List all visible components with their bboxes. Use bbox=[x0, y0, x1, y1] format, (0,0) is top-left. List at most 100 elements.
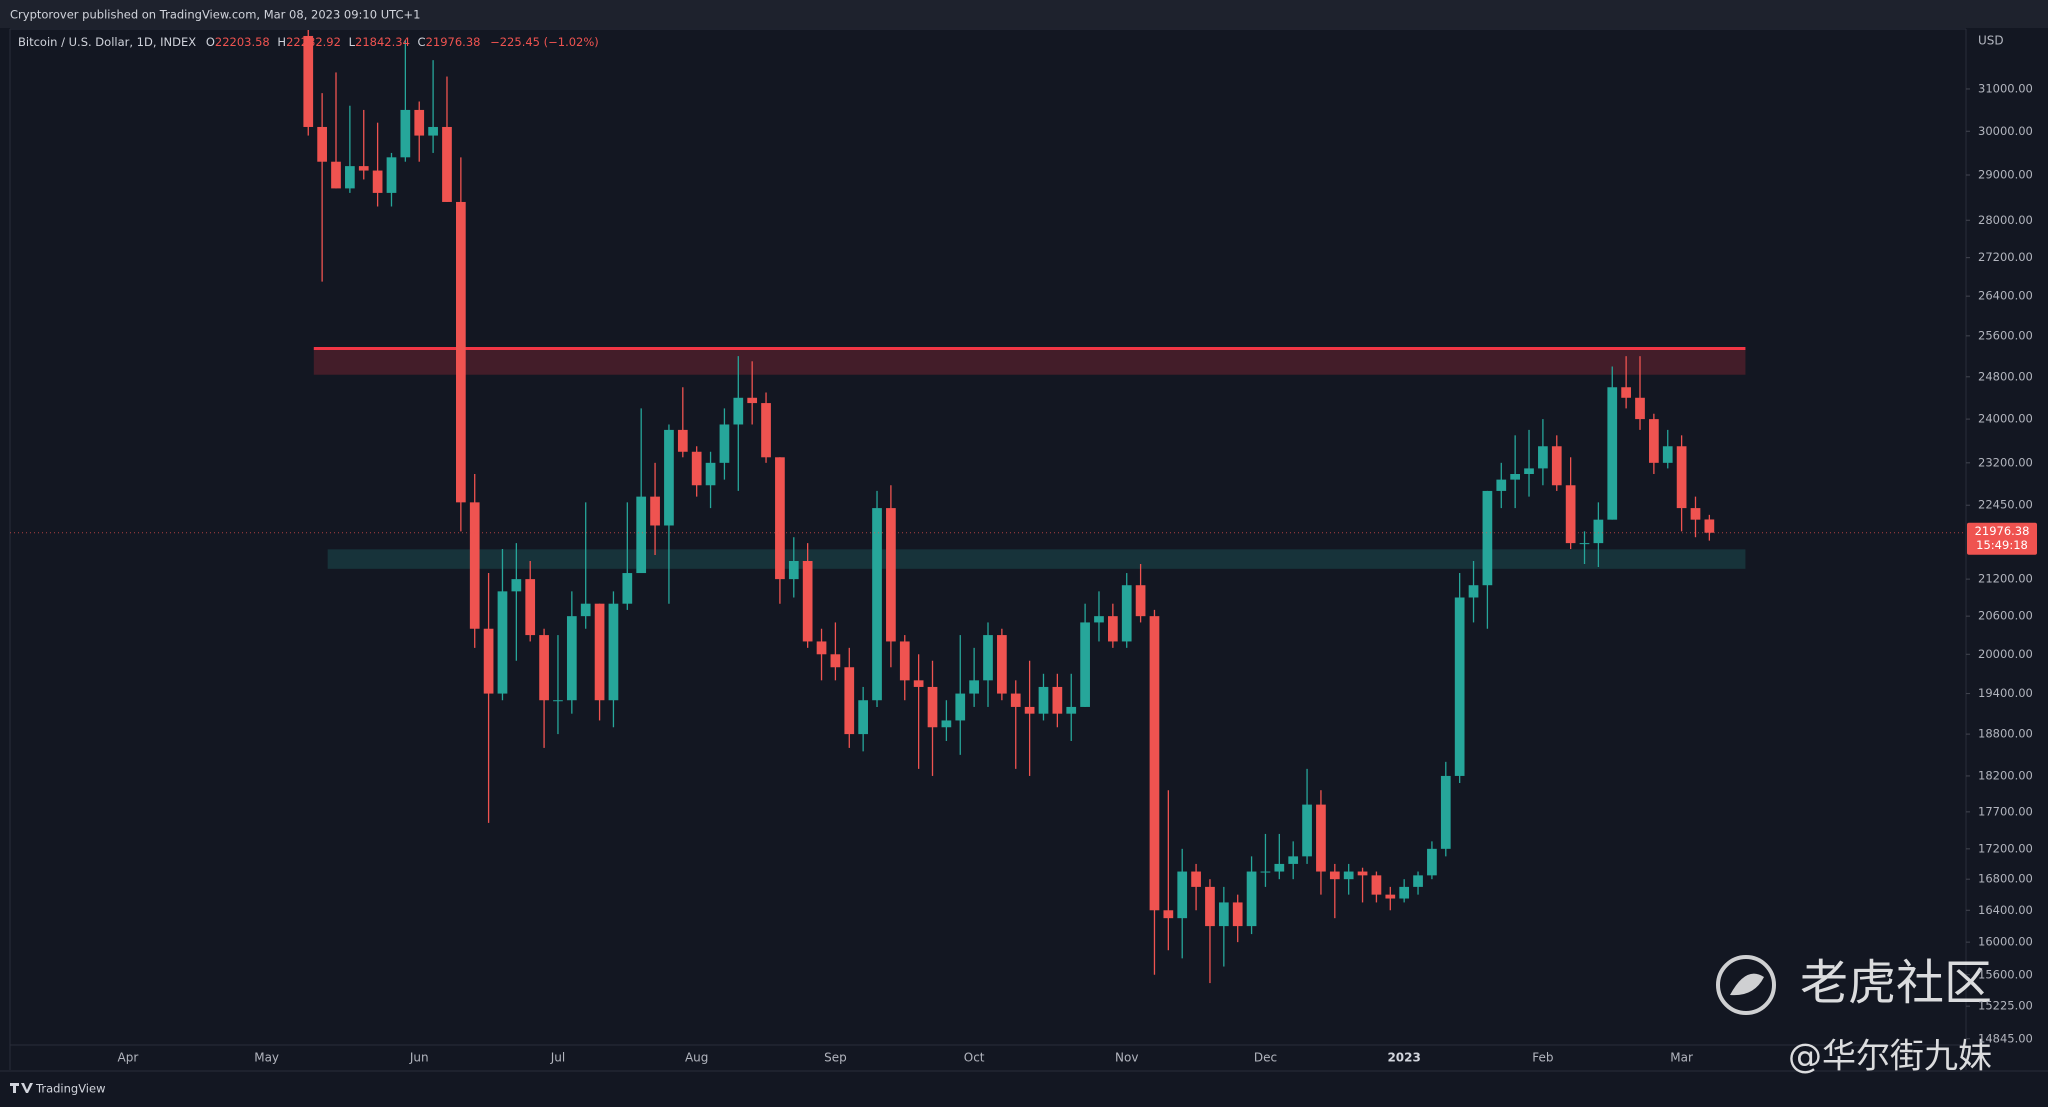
candle-body bbox=[1205, 886, 1215, 927]
candle-body bbox=[830, 654, 841, 668]
y-tick-label: 22450.00 bbox=[1978, 498, 2033, 512]
candle-body bbox=[650, 496, 660, 526]
candle-body bbox=[1593, 519, 1604, 544]
candle-body bbox=[1579, 543, 1590, 545]
candle-body bbox=[1080, 622, 1090, 707]
y-tick-label: 16400.00 bbox=[1978, 903, 2033, 917]
y-tick-label: 24000.00 bbox=[1978, 412, 2033, 426]
candle-body bbox=[816, 641, 827, 655]
publish-info: Cryptorover published on TradingView.com… bbox=[10, 8, 420, 22]
x-tick-label: May bbox=[254, 1051, 279, 1065]
candle-body bbox=[802, 560, 813, 642]
candle-body bbox=[428, 126, 438, 136]
x-tick-label: Feb bbox=[1532, 1051, 1553, 1065]
y-tick-label: 25600.00 bbox=[1978, 328, 2033, 342]
candle-body bbox=[497, 591, 508, 694]
candle-body bbox=[1135, 585, 1146, 617]
y-tick-label: 29000.00 bbox=[1978, 167, 2033, 181]
candle-body bbox=[844, 667, 855, 735]
candle-body bbox=[1274, 863, 1285, 872]
x-tick-label: Nov bbox=[1115, 1051, 1138, 1065]
candle-body bbox=[1399, 886, 1410, 899]
candle-body bbox=[997, 635, 1007, 694]
ohlc-value: 22203.58 bbox=[215, 35, 270, 49]
candle-body bbox=[1690, 508, 1701, 520]
candle-body bbox=[761, 403, 771, 458]
candle-body bbox=[345, 166, 355, 189]
x-tick-label: Jun bbox=[409, 1051, 429, 1065]
candle-body bbox=[580, 603, 591, 617]
countdown-label: 15:49:18 bbox=[1976, 538, 2028, 552]
candle-body bbox=[913, 680, 924, 687]
last-price-label: 21976.38 bbox=[1975, 524, 2030, 538]
candle-body bbox=[775, 457, 785, 580]
y-tick-label: 20600.00 bbox=[1978, 609, 2033, 623]
candle-body bbox=[899, 641, 910, 681]
candle-body bbox=[455, 201, 466, 503]
candle-body bbox=[1635, 397, 1645, 420]
candle-body bbox=[1010, 693, 1021, 707]
y-tick-label: 31000.00 bbox=[1978, 81, 2033, 95]
candle-body bbox=[1288, 856, 1299, 864]
candle-body bbox=[372, 170, 383, 193]
candle-body bbox=[1565, 485, 1576, 544]
candle-body bbox=[1649, 419, 1659, 463]
candle-body bbox=[677, 429, 688, 452]
watermark-icon-detail bbox=[1730, 973, 1764, 996]
candle-body bbox=[747, 397, 758, 404]
y-tick-label: 26400.00 bbox=[1978, 289, 2033, 303]
candle-body bbox=[414, 109, 425, 136]
candle-body bbox=[1440, 775, 1451, 849]
candle-body bbox=[1496, 479, 1507, 491]
plot-area bbox=[10, 29, 1966, 984]
candle-body bbox=[1482, 490, 1493, 586]
footer-bar bbox=[0, 1071, 2048, 1107]
zone bbox=[313, 348, 1746, 375]
candle-body bbox=[1260, 871, 1271, 873]
y-tick-label: 18200.00 bbox=[1978, 768, 2033, 782]
x-tick-label: Sep bbox=[824, 1051, 847, 1065]
candle-body bbox=[539, 635, 549, 701]
watermark-community: 老虎社区 bbox=[1800, 955, 1992, 1011]
candle-body bbox=[1302, 804, 1312, 857]
y-tick-label: 14845.00 bbox=[1978, 1031, 2033, 1045]
watermark: 老虎社区 @华尔街九妹 bbox=[1716, 955, 1992, 1077]
header-bar bbox=[0, 0, 2048, 28]
candle-body bbox=[705, 462, 716, 486]
candle-body bbox=[1246, 871, 1257, 927]
candle-body bbox=[1024, 706, 1035, 714]
candle-body bbox=[788, 560, 799, 580]
candle-body bbox=[594, 603, 605, 701]
candle-body bbox=[1427, 848, 1437, 876]
ohlc-key: C bbox=[418, 35, 426, 49]
candle-body bbox=[1149, 616, 1160, 911]
ohlc-value: 21842.34 bbox=[355, 35, 410, 49]
candle-body bbox=[858, 700, 869, 735]
brand-name[interactable]: TradingView bbox=[35, 1082, 105, 1096]
candle-body bbox=[566, 616, 577, 701]
ohlc-key: L bbox=[349, 35, 356, 49]
candle-body bbox=[1232, 902, 1243, 927]
candle-body bbox=[608, 603, 619, 701]
candle-body bbox=[983, 635, 993, 681]
candle-body bbox=[1413, 875, 1423, 887]
candle-body bbox=[1329, 871, 1340, 880]
candle-body bbox=[1357, 871, 1368, 876]
currency-label: USD bbox=[1978, 34, 2004, 48]
y-tick-label: 18800.00 bbox=[1978, 727, 2033, 741]
candle-body bbox=[331, 161, 341, 189]
candle-body bbox=[525, 579, 536, 636]
y-tick-label: 21200.00 bbox=[1978, 572, 2033, 586]
candle-body bbox=[1621, 387, 1631, 398]
y-tick-label: 23200.00 bbox=[1978, 455, 2033, 469]
candle-body bbox=[955, 693, 966, 721]
y-tick-label: 16800.00 bbox=[1978, 872, 2033, 886]
y-tick-label: 17200.00 bbox=[1978, 841, 2033, 855]
candle-body bbox=[886, 508, 896, 642]
y-tick-label: 15225.00 bbox=[1978, 999, 2033, 1013]
candle-body bbox=[400, 109, 411, 158]
ohlc-value: 22282.92 bbox=[286, 35, 341, 49]
x-tick-label: Dec bbox=[1254, 1051, 1277, 1065]
y-tick-label: 19400.00 bbox=[1978, 686, 2033, 700]
